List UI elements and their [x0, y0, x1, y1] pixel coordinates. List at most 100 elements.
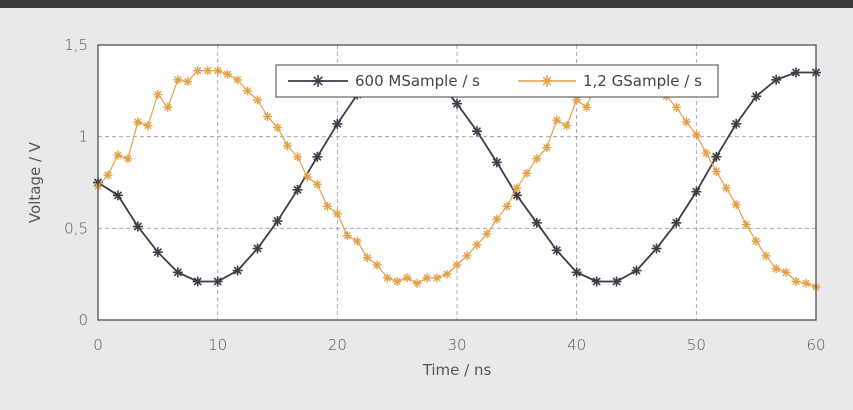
data-point [233, 75, 243, 85]
data-point [582, 102, 592, 112]
data-point [432, 273, 442, 283]
data-point [322, 201, 332, 211]
data-point [651, 243, 662, 254]
data-point [731, 118, 742, 129]
legend-label: 600 MSample / s [355, 72, 480, 90]
data-point [253, 95, 263, 105]
data-point [173, 75, 183, 85]
data-point [801, 278, 811, 288]
y-axis-ticks: 0 0,5 1 1,5 [64, 36, 88, 329]
data-point [192, 276, 203, 287]
data-point [711, 167, 721, 176]
data-point [571, 267, 582, 278]
data-point [522, 168, 532, 178]
data-point [163, 102, 173, 112]
data-point [302, 172, 312, 182]
data-point [412, 278, 422, 288]
data-point [332, 209, 342, 219]
data-point [791, 67, 802, 78]
data-point [631, 265, 642, 276]
x-tick-label: 60 [806, 336, 825, 354]
x-tick-label: 30 [447, 336, 466, 354]
data-point [312, 151, 323, 162]
x-axis-label: Time / ns [422, 361, 492, 379]
data-point [292, 184, 303, 195]
data-point [143, 121, 153, 131]
data-point [392, 277, 402, 286]
data-point [741, 220, 751, 230]
data-point [203, 66, 213, 76]
legend-box [275, 64, 719, 98]
data-point [711, 151, 722, 162]
data-point [152, 247, 163, 258]
data-point [781, 267, 791, 277]
data-point [133, 117, 143, 127]
data-point [751, 236, 761, 246]
data-point [791, 277, 801, 286]
data-point [562, 121, 572, 131]
data-point [721, 183, 731, 193]
y-axis-label: Voltage / V [26, 141, 44, 223]
data-point [123, 154, 133, 164]
data-point [751, 91, 762, 102]
data-point [452, 98, 462, 109]
data-point [312, 179, 322, 189]
x-axis-ticks: 0 10 20 30 40 50 60 [93, 336, 825, 354]
y-tick-label: 0 [78, 311, 88, 329]
data-point [183, 77, 193, 87]
data-point [471, 126, 482, 137]
data-point [372, 260, 382, 270]
series-group [93, 65, 821, 292]
data-point [542, 143, 552, 153]
data-point [193, 66, 203, 76]
data-point [103, 170, 113, 180]
data-point [402, 273, 412, 283]
data-point [112, 190, 123, 201]
data-point [282, 141, 292, 151]
data-point [312, 75, 324, 87]
data-point [482, 229, 492, 239]
data-point [671, 102, 681, 112]
data-point [611, 276, 622, 287]
data-point [332, 118, 343, 129]
data-point [491, 157, 502, 168]
data-point [113, 150, 123, 160]
y-tick-label: 1,5 [64, 36, 88, 54]
data-point [462, 251, 472, 261]
data-point [512, 183, 522, 193]
data-point [572, 95, 582, 105]
x-tick-label: 10 [208, 336, 227, 354]
top-border [0, 0, 853, 8]
data-point [213, 66, 223, 76]
data-point [771, 264, 781, 274]
data-point [232, 265, 243, 276]
data-point [362, 253, 372, 263]
legend-item-2: 1,2 GSample / s [518, 72, 702, 90]
x-tick-label: 0 [93, 336, 103, 354]
data-point [691, 130, 701, 140]
data-point [272, 216, 283, 226]
legend-item-1: 600 MSample / s [288, 72, 480, 90]
data-point [273, 123, 282, 132]
data-point [701, 148, 711, 158]
data-point [472, 240, 482, 250]
data-point [263, 112, 273, 121]
data-point [731, 200, 741, 209]
data-point [132, 221, 143, 232]
data-point [502, 201, 512, 211]
data-point [761, 251, 771, 261]
data-point [212, 276, 223, 287]
data-point [153, 90, 163, 99]
data-point [292, 152, 302, 162]
data-point [223, 69, 233, 79]
data-point [422, 273, 432, 283]
data-point [382, 273, 392, 283]
data-point [252, 243, 263, 254]
data-point [531, 217, 542, 228]
data-point [492, 214, 502, 224]
data-point [352, 236, 362, 246]
data-point [691, 186, 702, 197]
x-tick-label: 50 [687, 336, 706, 354]
data-point [552, 115, 562, 125]
